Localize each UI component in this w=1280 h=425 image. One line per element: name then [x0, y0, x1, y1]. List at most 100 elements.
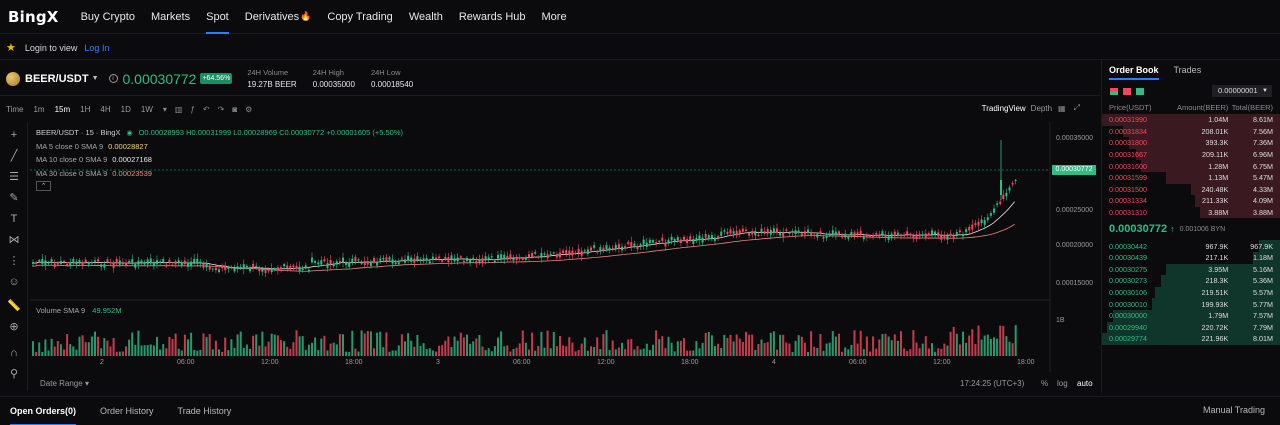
ask-row[interactable]: 0.00031599 1.13M 5.47M — [1102, 171, 1280, 184]
tab-order-book[interactable]: Order Book — [1109, 65, 1159, 80]
ruler-icon[interactable]: 📏 — [7, 300, 21, 312]
bid-row[interactable]: 0.00030273 218.3K 5.36M — [1102, 275, 1280, 287]
brush-icon[interactable]: ✎ — [9, 192, 19, 204]
text-tool-icon[interactable]: T — [10, 213, 18, 225]
bid-row[interactable]: 0.00029774 221.96K 8.01M — [1102, 333, 1280, 345]
candle-body — [87, 262, 90, 265]
zoom-icon[interactable]: ⊕ — [9, 321, 19, 333]
interval-1m[interactable]: 1m — [33, 105, 45, 114]
bid-row[interactable]: 0.00029940 220.72K 7.79M — [1102, 321, 1280, 334]
date-range-dropdown[interactable]: Date Range ▾ — [40, 379, 89, 388]
prediction-icon[interactable]: ⋮ — [8, 255, 20, 267]
lock-drawings-icon[interactable]: ⚲ — [9, 368, 19, 380]
interval-4h[interactable]: 4H — [100, 105, 111, 114]
ask-row[interactable]: 0.00031310 3.88M 3.88M — [1102, 206, 1280, 219]
fullscreen-icon[interactable]: ⤢ — [1073, 103, 1080, 112]
view-asks-icon[interactable] — [1123, 88, 1131, 95]
collapse-legend-button[interactable]: ⌃ — [36, 181, 51, 191]
candle-body — [286, 265, 289, 269]
tab-trades[interactable]: Trades — [1173, 65, 1202, 75]
volume-bar — [112, 338, 115, 356]
nav-spot[interactable]: Spot — [206, 0, 229, 34]
precision-select[interactable]: 0.00000001 ▼ — [1212, 85, 1272, 97]
manual-trading-link[interactable]: Manual Trading — [1202, 405, 1265, 415]
volume-bar — [714, 346, 716, 356]
nav-more[interactable]: More — [541, 10, 567, 23]
ask-row[interactable]: 0.00031667 209.11K 6.96M — [1102, 148, 1280, 161]
info-icon[interactable]: i — [108, 74, 118, 83]
redo-icon[interactable]: ↷ — [217, 105, 225, 114]
grid-layout-icon[interactable]: ▦ — [1058, 103, 1066, 113]
candle-body — [490, 256, 493, 258]
nav-buy-crypto[interactable]: Buy Crypto — [80, 10, 135, 23]
candle-body — [438, 256, 441, 259]
trend-line-icon[interactable]: ╱ — [10, 150, 18, 162]
camera-icon[interactable]: ◙ — [232, 105, 238, 114]
candle-body — [106, 259, 109, 263]
log-scale-toggle[interactable]: log — [1057, 379, 1068, 388]
volume-label: Volume SMA 9 — [36, 306, 86, 315]
nav-copy-trading[interactable]: Copy Trading — [327, 10, 393, 23]
volume-bar — [404, 341, 406, 356]
volume-bar — [670, 342, 673, 356]
legend-ma10-row[interactable]: MA 10 close 0 SMA 9 0.00027168 — [36, 153, 403, 167]
chevron-down-icon: ▾ — [84, 379, 89, 388]
settings-gear-icon[interactable]: ⚙ — [245, 105, 253, 114]
bingx-logo[interactable]: BingX — [8, 7, 59, 26]
favorite-star-icon[interactable]: ★ — [6, 42, 16, 54]
login-link[interactable]: Log In — [84, 42, 110, 53]
tab-trade-history[interactable]: Trade History — [177, 406, 232, 416]
emoji-icon[interactable]: ☺ — [8, 276, 20, 288]
ask-row[interactable]: 0.00031834 208.01K 7.56M — [1102, 125, 1280, 138]
tab-order-history[interactable]: Order History — [100, 406, 154, 416]
interval-1d[interactable]: 1D — [120, 105, 131, 114]
depth-tab[interactable]: Depth — [1030, 103, 1053, 113]
candle-body — [1008, 187, 1011, 191]
magnet-icon[interactable]: ∩ — [10, 347, 18, 359]
pattern-icon[interactable]: ⋈ — [8, 234, 20, 246]
view-both-icon[interactable] — [1110, 88, 1118, 95]
interval-1h[interactable]: 1H — [80, 105, 91, 114]
bid-row[interactable]: 0.00030439 217.1K 1.18M — [1102, 251, 1280, 264]
interval-15m[interactable]: 15m — [54, 105, 71, 114]
crosshair-icon[interactable]: + — [10, 129, 18, 141]
legend-ma30-row[interactable]: MA 30 close 0 SMA 9 0.00023539 — [36, 167, 403, 181]
nav-derivatives[interactable]: Derivatives 🔥 — [245, 0, 312, 34]
pair-selector[interactable]: BEER/USDT — [25, 72, 89, 85]
percent-scale-toggle[interactable]: % — [1041, 379, 1049, 388]
candle-body — [698, 235, 701, 241]
bid-row[interactable]: 0.00030275 3.95M 5.16M — [1102, 263, 1280, 276]
ask-row[interactable]: 0.00031334 211.33K 4.09M — [1102, 195, 1280, 207]
nav-wealth[interactable]: Wealth — [408, 10, 443, 23]
candle-body — [586, 249, 589, 254]
ask-row[interactable]: 0.00031500 240.48K 4.33M — [1102, 183, 1280, 196]
interval-dropdown-icon[interactable]: ▾ — [162, 105, 167, 114]
view-bids-icon[interactable] — [1136, 88, 1144, 95]
horizontal-lines-icon[interactable]: ☰ — [9, 171, 19, 183]
candle-body — [617, 243, 620, 249]
bid-row[interactable]: 0.00030106 219.51K 5.57M — [1102, 286, 1280, 299]
undo-icon[interactable]: ↶ — [202, 105, 210, 114]
candle-body — [596, 250, 599, 253]
volume-bar — [137, 330, 140, 356]
indicators-icon[interactable]: ƒ — [190, 105, 195, 114]
ask-row[interactable]: 0.00031600 1.28M 6.75M — [1102, 160, 1280, 172]
legend-ma5-row[interactable]: MA 5 close 0 SMA 9 0.00028827 — [36, 140, 403, 154]
nav-markets[interactable]: Markets — [150, 10, 191, 23]
chart-type-icon[interactable]: ▥ — [174, 105, 183, 114]
bid-price: 0.00030000 — [1109, 311, 1147, 321]
chevron-down-icon[interactable]: ▼ — [91, 75, 99, 82]
candle-body — [323, 259, 326, 262]
tradingview-tab[interactable]: TradingView — [981, 103, 1026, 113]
bid-row[interactable]: 0.00030442 967.9K 967.9K — [1102, 240, 1280, 252]
ask-row[interactable]: 0.00031990 1.04M 8.61M — [1102, 114, 1280, 126]
bid-row[interactable]: 0.00030010 199.93K 5.77M — [1102, 298, 1280, 310]
bid-row[interactable]: 0.00030000 1.79M 7.57M — [1102, 309, 1280, 322]
tab-open-orders[interactable]: Open Orders(0) — [10, 400, 77, 425]
ask-row[interactable]: 0.00031800 393.3K 7.36M — [1102, 137, 1280, 149]
auto-scale-toggle[interactable]: auto — [1077, 379, 1093, 388]
candle-body — [580, 250, 583, 256]
candle-body — [819, 231, 822, 234]
nav-rewards-hub[interactable]: Rewards Hub — [458, 10, 526, 23]
interval-1w[interactable]: 1W — [140, 105, 153, 114]
